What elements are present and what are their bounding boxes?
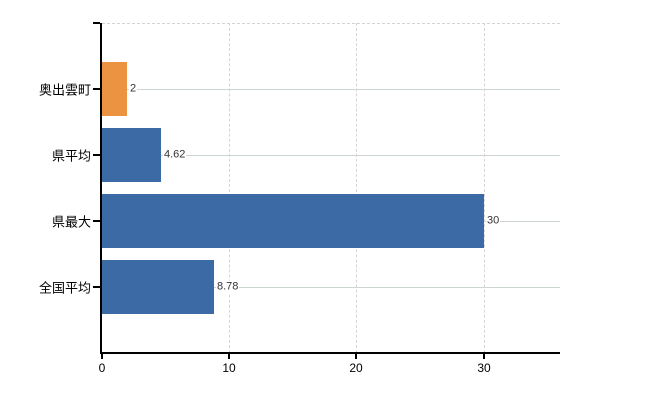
horizontal-gridline xyxy=(102,287,560,288)
bar-県平均 xyxy=(102,128,161,182)
x-axis-line xyxy=(100,352,560,354)
vertical-gridline xyxy=(484,23,485,353)
bar-value-label: 4.62 xyxy=(163,148,187,162)
category-label-県最大: 県最大 xyxy=(51,214,91,230)
y-axis-tick xyxy=(93,286,100,288)
horizontal-gridline xyxy=(102,155,560,156)
x-axis-tick xyxy=(228,354,230,359)
x-axis-tick-label: 20 xyxy=(349,361,363,375)
vertical-gridline xyxy=(356,23,357,353)
x-axis-tick-label: 10 xyxy=(222,361,236,375)
plot-area: 2 4.62 30 8.78 xyxy=(102,23,560,353)
x-axis-tick xyxy=(355,354,357,359)
y-axis-tick xyxy=(93,220,100,222)
category-label-県平均: 県平均 xyxy=(51,148,91,164)
category-label-奥出雲町: 奥出雲町 xyxy=(38,82,91,98)
y-axis-top-tick xyxy=(93,22,100,24)
bar-value-label: 2 xyxy=(129,82,138,96)
bar-value-label: 8.78 xyxy=(216,280,240,294)
bar-value-label: 30 xyxy=(486,214,501,228)
bar-県最大 xyxy=(102,194,484,248)
y-axis-line xyxy=(100,23,102,353)
bar-全国平均 xyxy=(102,260,214,314)
x-axis-tick xyxy=(483,354,485,359)
y-axis-tick xyxy=(93,154,100,156)
plot-top-border xyxy=(102,23,560,24)
x-axis-tick-label: 30 xyxy=(477,361,491,375)
x-axis-tick xyxy=(101,354,103,359)
horizontal-gridline xyxy=(102,89,560,90)
bar-奥出雲町 xyxy=(102,62,127,116)
x-axis-tick-label: 0 xyxy=(98,361,106,375)
vertical-gridline xyxy=(229,23,230,353)
y-axis-tick xyxy=(93,88,100,90)
category-label-全国平均: 全国平均 xyxy=(38,280,91,296)
